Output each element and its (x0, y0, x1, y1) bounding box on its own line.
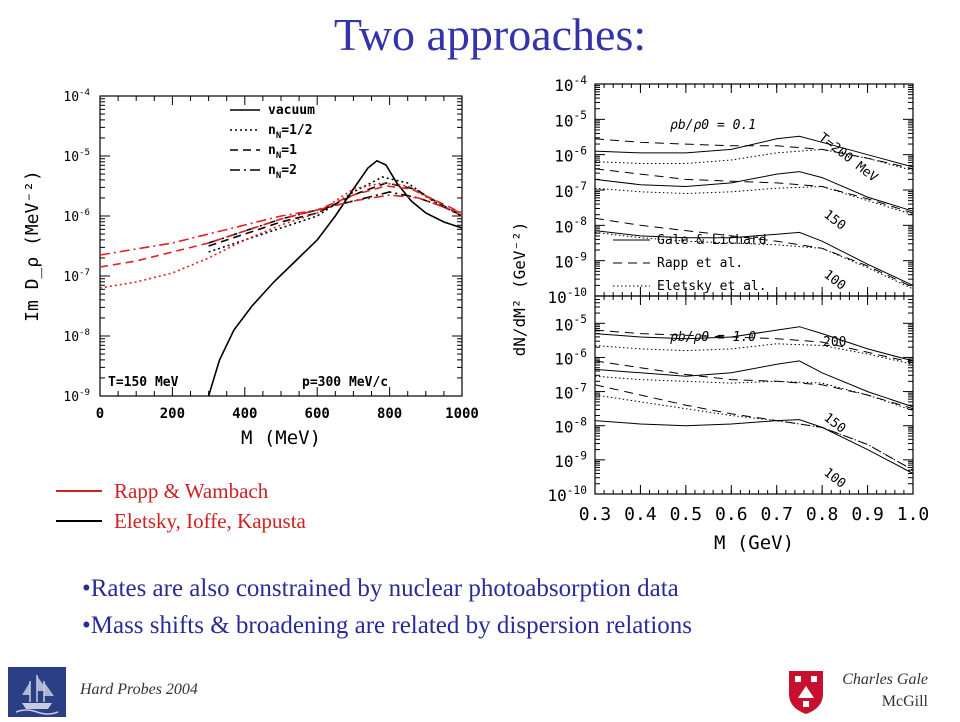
series-line-vacuum-vacuum (207, 159, 463, 397)
x-tick-label: 0.4 (624, 504, 657, 525)
x-tick-label: 400 (232, 406, 257, 422)
ship-crest-icon (8, 667, 66, 717)
legend-label: nN=2 (268, 163, 297, 181)
legend-swatch-red (56, 490, 102, 492)
y-tick-label: 10-4 (63, 88, 90, 105)
y-tick-label: 10-9 (554, 250, 587, 271)
y-tick-label: 10-7 (554, 180, 587, 201)
curve-T100-solid (594, 419, 914, 474)
right-chart: 10-4 10-5 10-6 10-7 10-8 10-9 10-10 ρb/ρ0 = 0.1… (510, 74, 930, 554)
y-tick-label: 10-5 (554, 109, 587, 130)
x-axis-title: M (GeV) (714, 532, 794, 554)
y-tick-label: 10-7 (63, 268, 90, 285)
y-tick-label: 10-5 (554, 313, 587, 334)
curve-T150-solid (594, 171, 914, 212)
temperature-label: 150 (821, 410, 849, 436)
series-line-eletsky-nn1 (208, 182, 463, 247)
footer-author: Charles Gale (842, 671, 928, 688)
temperature-label: 150 (821, 207, 849, 233)
x-tick-label: 1000 (445, 406, 479, 422)
legend-label: Gale & Lichard (657, 233, 767, 248)
y-axis-title: dN/dM² (GeV⁻²) (510, 222, 529, 357)
y-tick-label: 10-8 (554, 416, 587, 437)
x-tick-label: 0.9 (851, 504, 884, 525)
y-tick-label: 10-4 (554, 74, 587, 95)
temperature-label: T=200 MeV (816, 130, 881, 185)
legend-row-rapp: Rapp & Wambach (56, 476, 306, 506)
legend-label: nN=1/2 (268, 123, 313, 141)
curve-T150-dash (594, 168, 914, 214)
bottom-legend: Rapp & Wambach Eletsky, Ioffe, Kapusta (56, 476, 306, 536)
left-chart: 0 200 400 600 800 1000 10-9 10-8 10-7 10-6 10-5 10-… (22, 88, 479, 449)
bullet-list: •Rates are also constrained by nuclear p… (82, 570, 692, 644)
bullet-item: •Rates are also constrained by nuclear p… (82, 575, 679, 602)
density-label: ρb/ρ0 = 0.1 (670, 118, 756, 133)
y-axis-title: Im D_ρ (MeV⁻²) (22, 170, 43, 322)
right-panel-frame (594, 295, 914, 495)
y-tick-label: 10-8 (554, 215, 587, 236)
curve-T150-dash (594, 360, 914, 410)
x-tick-label: 800 (377, 406, 402, 422)
curve-T200-dash (594, 138, 914, 170)
series-line-rappwambach-nn1 (99, 185, 463, 268)
x-tick-label: 0.7 (760, 504, 793, 525)
slide-title: Two approaches: (333, 9, 647, 60)
legend-label: vacuum (268, 103, 315, 118)
series-line-eletsky-nn2 (208, 191, 463, 244)
legend-label-rapp: Rapp & Wambach (114, 478, 269, 503)
footer-conference: Hard Probes 2004 (80, 681, 198, 698)
bullet-item: •Mass shifts & broadening are related by… (82, 612, 692, 639)
legend-row-eletsky: Eletsky, Ioffe, Kapusta (56, 506, 306, 536)
temperature-label: 100 (821, 267, 849, 293)
mcgill-crest-icon (786, 668, 826, 716)
x-tick-label: 0.3 (579, 504, 612, 525)
curve-T200-dot (594, 343, 914, 365)
x-tick-label: 200 (160, 406, 185, 422)
y-tick-label: 10-10 (548, 286, 588, 307)
curve-T200-solid (594, 326, 914, 362)
series-line-eletsky-nn12 (208, 176, 463, 253)
y-tick-label: 10-6 (554, 144, 587, 165)
curve-T100-dot (594, 394, 914, 471)
y-tick-label: 10-9 (63, 388, 90, 405)
legend-label: nN=1 (268, 143, 297, 161)
y-tick-label: 10-6 (554, 347, 587, 368)
curve-T200-solid (594, 135, 914, 168)
y-tick-label: 10-9 (554, 450, 587, 471)
annotation-momentum: p=300 MeV/c (302, 375, 388, 390)
curve-T200-dash (594, 329, 914, 364)
x-axis-title: M (MeV) (241, 427, 321, 449)
curve-T200-dot (594, 148, 914, 172)
annotation-temperature: T=150 MeV (108, 375, 179, 390)
curve-T150-solid (594, 360, 914, 408)
x-tick-label: 0.8 (806, 504, 839, 525)
legend-swatch-black (56, 520, 102, 522)
y-tick-label: 10-8 (63, 328, 90, 345)
x-tick-label: 0.6 (715, 504, 748, 525)
legend-label: Eletsky et al. (657, 279, 767, 294)
temperature-label: 100 (821, 465, 849, 491)
x-tick-label: 1.0 (897, 504, 930, 525)
y-tick-label: 10-5 (63, 148, 90, 165)
x-tick-label: 0 (96, 406, 104, 422)
x-tick-label: 600 (305, 406, 330, 422)
y-tick-label: 10-7 (554, 381, 587, 402)
curve-T100-solid (594, 230, 914, 286)
legend-label-eletsky: Eletsky, Ioffe, Kapusta (114, 508, 306, 533)
curve-T150-dot (594, 185, 914, 216)
curve-T100-dot (594, 231, 914, 290)
right-panel-frame (594, 83, 914, 297)
curve-T100-dash (594, 384, 914, 471)
x-tick-label: 0.5 (670, 504, 703, 525)
series-line-rappwambach-nn2 (99, 194, 463, 256)
series-line-rappwambach-nn12 (99, 182, 463, 289)
y-tick-label: 10-6 (63, 208, 90, 225)
y-tick-label: 10-10 (548, 484, 588, 505)
curve-T150-dot (594, 375, 914, 411)
curve-T100-dash (594, 217, 914, 288)
legend-label: Rapp et al. (657, 256, 743, 271)
footer-affiliation: McGill (881, 693, 928, 710)
